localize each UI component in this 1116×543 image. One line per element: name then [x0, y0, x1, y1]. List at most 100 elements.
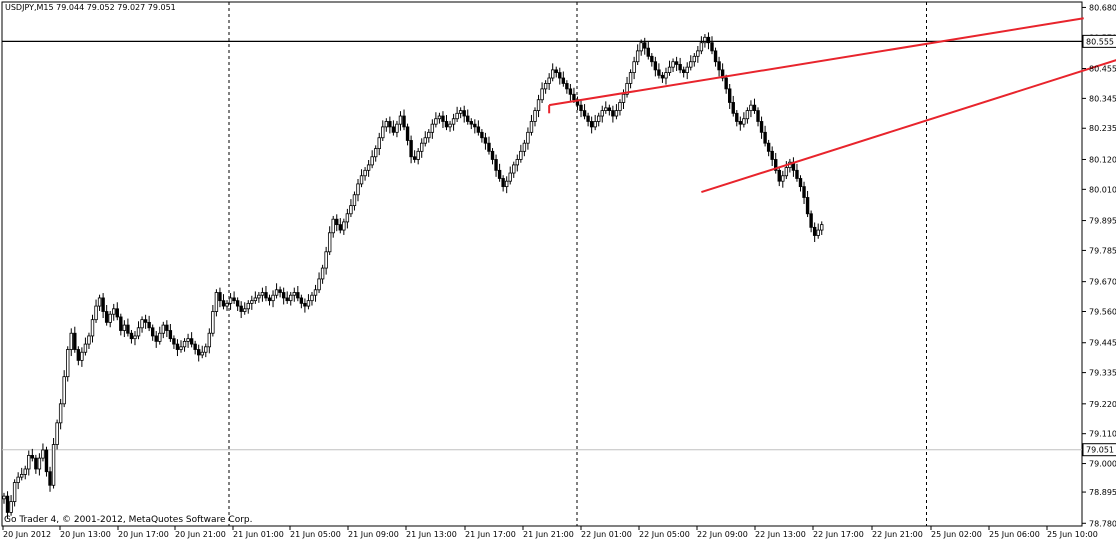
candle [635, 44, 640, 65]
x-tick-label: 20 Jun 2012 [3, 530, 51, 539]
candle [547, 73, 551, 90]
candle [23, 465, 27, 480]
candle-body-bull [373, 148, 378, 158]
candle-body-bull [696, 50, 700, 57]
candle-body-bull [182, 340, 187, 348]
candle [48, 466, 52, 492]
candle [147, 315, 151, 332]
candle [150, 324, 155, 341]
candle-body-bear [554, 69, 558, 73]
candle [214, 289, 219, 317]
candle-body-bull [23, 468, 27, 475]
candle-body-bull [349, 205, 353, 215]
candle-body-bull [398, 115, 403, 125]
candle [235, 297, 240, 311]
candle [126, 318, 130, 337]
candle-body-bear [239, 305, 243, 312]
candle [90, 314, 95, 343]
candle-body-bear [752, 104, 757, 112]
candle [738, 116, 743, 131]
candle-body-bull [600, 110, 604, 117]
candle [745, 107, 750, 124]
candle [728, 83, 732, 109]
candle [639, 39, 643, 56]
candle-body-bull [551, 69, 555, 79]
candle-body-bear [490, 150, 495, 160]
candle [349, 199, 353, 218]
candle-body-bear [126, 324, 130, 334]
candle-body-bull [635, 50, 640, 63]
candle-body-bull [820, 224, 824, 231]
candle [112, 303, 116, 321]
candle [731, 95, 735, 117]
candle-body-bear [235, 300, 240, 307]
candle-body-bull [200, 351, 204, 356]
candle-body-bull [140, 319, 144, 329]
candle-body-bull [434, 118, 438, 125]
candle-body-bear [568, 88, 573, 95]
candle [246, 300, 250, 314]
candle [441, 111, 445, 128]
candle [101, 293, 105, 319]
candle-body-bear [660, 74, 665, 79]
y-tick-label: 80.455 [1089, 65, 1116, 74]
x-tick-label: 21 Jun 21:00 [523, 530, 574, 539]
candle [430, 119, 435, 139]
candle-body-bull [331, 218, 335, 234]
candle [536, 94, 541, 118]
y-tick-label: 79.785 [1089, 246, 1116, 255]
candle [650, 53, 654, 67]
candle [781, 170, 785, 188]
candle [158, 326, 162, 345]
candle-body-bear [607, 107, 612, 112]
candle-body-bull [228, 297, 233, 304]
candle-body-bull [108, 313, 112, 323]
candle-body-bull [214, 292, 219, 312]
candle [218, 287, 222, 308]
candle-body-bull [692, 55, 696, 63]
candle-body-bear [763, 131, 767, 144]
candle-body-bear [172, 338, 176, 345]
candle [122, 320, 127, 338]
symbol-ohlc-label: USDJPY,M15 79.044 79.052 79.027 79.051 [5, 3, 176, 12]
candle-body-bull [122, 324, 127, 331]
candle [416, 148, 420, 165]
grid-layer [1, 1, 1083, 527]
candle [582, 104, 587, 120]
candle [168, 324, 173, 342]
candle [9, 495, 13, 516]
candle [395, 120, 399, 138]
candle [366, 160, 371, 177]
candle [296, 285, 300, 302]
candle [320, 264, 325, 284]
candle-body-bear [812, 226, 817, 236]
candle [788, 158, 792, 173]
y-tick-label: 79.220 [1089, 400, 1116, 409]
candle-body-bull [133, 335, 137, 340]
candle [342, 218, 346, 235]
candle-body-bull [366, 164, 371, 171]
candle [228, 293, 233, 310]
candle [593, 114, 597, 131]
candle-body-bull [395, 123, 399, 133]
x-tick-label: 21 Jun 09:00 [348, 530, 399, 539]
candle [519, 144, 523, 163]
candle [140, 316, 144, 333]
candle-body-bear [805, 197, 810, 215]
y-tick-label: 80.345 [1089, 94, 1116, 103]
candle-body-bull [27, 455, 31, 470]
candle-body-bear [218, 292, 222, 302]
candle [735, 110, 739, 127]
x-tick-label: 21 Jun 13:00 [406, 530, 457, 539]
candle-body-bear [48, 471, 52, 486]
candle-body-bull [51, 444, 56, 486]
candle [44, 446, 49, 477]
candle [791, 157, 796, 177]
candle-body-bull [94, 305, 98, 321]
candle [678, 57, 682, 74]
candle-body-bull [437, 115, 442, 120]
candle-body-bull [543, 83, 548, 90]
candle-body-bear [278, 289, 282, 293]
